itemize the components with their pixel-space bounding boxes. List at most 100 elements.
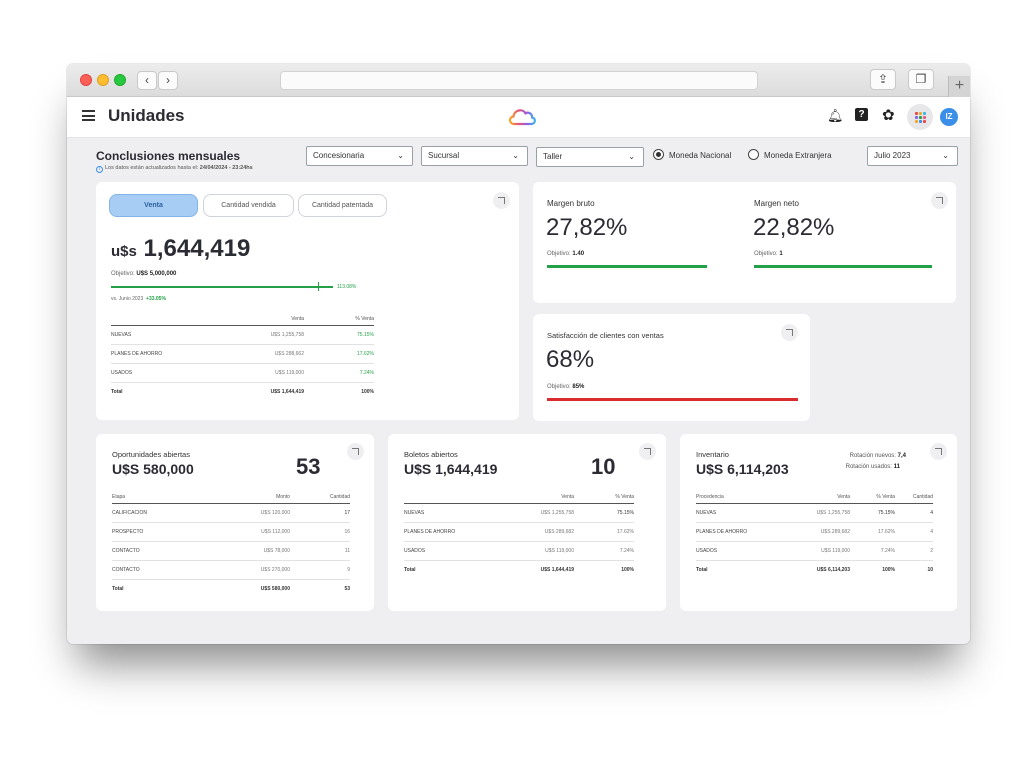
tab-venta[interactable]: Venta [109, 194, 198, 217]
table-total-row: Total U$S 1,644,419 100% [111, 383, 374, 402]
boletos-card: Boletos abiertos U$S 1,644,419 10 Venta … [388, 434, 666, 611]
oportunidades-amount: U$S 580,000 [112, 461, 194, 477]
table-row: CONTACTO U$S 78,000 11 [112, 541, 350, 561]
settings-gear-icon[interactable]: ✿ [882, 107, 895, 124]
rotacion-value: 11 [893, 464, 900, 470]
margen-card: Margen bruto 27,82% Objetivo: 1.40 Marge… [533, 182, 956, 303]
satisfaccion-title: Satisfacción de clientes con ventas [547, 331, 664, 340]
month-select[interactable]: Julio 2023 ⌄ [867, 146, 958, 166]
table-cell: U$S 78,000 [210, 541, 290, 561]
table-cell: U$S 288,662 [214, 344, 304, 364]
table-cell: U$S 6,114,203 [816, 567, 850, 574]
table-header: Etapa [112, 494, 210, 504]
satisfaccion-bar [547, 398, 798, 401]
objetivo-value: U$S 5,000,000 [136, 271, 177, 277]
table-cell: 4 [895, 522, 933, 542]
expand-icon[interactable] [930, 443, 947, 460]
margen-neto-value: 22,82% [753, 214, 835, 241]
ventas-progress-label: 113.08% [337, 284, 357, 290]
table-header: Venta [780, 494, 850, 504]
table-cell: PLANES DE AHORRO [404, 522, 494, 542]
table-cell: 17.62% [304, 344, 374, 364]
table-cell: USADOS [111, 363, 214, 383]
oportunidades-title: Oportunidades abiertas [112, 450, 190, 459]
margen-neto-objetivo: Objetivo: 1 [754, 251, 783, 257]
table-cell: Total [404, 567, 416, 574]
table-cell: U$S 112,000 [210, 522, 290, 542]
hamburger-menu-icon[interactable] [82, 110, 95, 121]
zoom-window-button[interactable] [114, 74, 126, 86]
tab-cantidad-vendida[interactable]: Cantidad vendida [203, 194, 294, 217]
table-total-row: Total U$S 580,000 53 [112, 580, 350, 599]
chevron-down-icon: ⌄ [512, 151, 519, 160]
expand-icon[interactable] [781, 324, 798, 341]
ventas-card: Venta Cantidad vendida Cantidad patentad… [96, 182, 519, 420]
oportunidades-table: Etapa Monto Cantidad CALIFICACION U$S 120… [112, 494, 350, 599]
close-window-button[interactable] [80, 74, 92, 86]
table-cell: 17 [290, 503, 350, 523]
margen-bruto-objetivo: Objetivo: 1.40 [547, 251, 584, 257]
browser-window: ‹ › ⇪ ❐ + Unidades 🔔︎ ? ✿ [67, 64, 970, 644]
rotacion-label: Rotación usados: [845, 464, 892, 470]
table-cell: U$S 289,682 [494, 522, 574, 542]
table-header: Cantidad [290, 494, 350, 504]
table-cell: 9 [290, 560, 350, 580]
table-header: Procedencia [696, 494, 780, 504]
app-header: Unidades 🔔︎ ? ✿ IZ [67, 97, 970, 138]
taller-select[interactable]: Taller ⌄ [536, 147, 644, 167]
moneda-extranjera-radio[interactable]: Moneda Extranjera [748, 149, 832, 160]
minimize-window-button[interactable] [97, 74, 109, 86]
table-cell: U$S 270,000 [210, 560, 290, 580]
concesionaria-value: Concesionaria [313, 151, 365, 160]
table-cell: USADOS [696, 541, 780, 561]
ventas-progress-bar [111, 286, 333, 288]
expand-icon[interactable] [493, 192, 510, 209]
table-header: Venta [214, 316, 304, 326]
margen-neto-bar [754, 265, 932, 268]
table-row: CALIFICACION U$S 120,000 17 [112, 503, 350, 523]
expand-icon[interactable] [931, 192, 948, 209]
sucursal-select[interactable]: Sucursal ⌄ [421, 146, 528, 166]
share-button[interactable]: ⇪ [870, 69, 896, 90]
table-cell: NUEVAS [696, 503, 780, 523]
table-row: PLANES DE AHORRO U$S 288,662 17.62% [111, 344, 374, 364]
forward-button[interactable]: › [158, 71, 178, 90]
table-cell: U$S 119,000 [214, 363, 304, 383]
concesionaria-select[interactable]: Concesionaria ⌄ [306, 146, 413, 166]
new-tab-button[interactable]: + [948, 76, 970, 97]
satisfaccion-value: 68% [546, 346, 595, 373]
table-cell: NUEVAS [111, 325, 214, 345]
table-cell: 100% [882, 567, 895, 574]
margen-bruto-value: 27,82% [546, 214, 628, 241]
expand-icon[interactable] [347, 443, 364, 460]
table-cell: U$S 119,000 [780, 541, 850, 561]
tabs-overview-button[interactable]: ❐ [908, 69, 934, 90]
table-total-row: Total U$S 6,114,203 100% 10 [696, 561, 933, 580]
address-bar[interactable] [280, 71, 758, 90]
table-cell: 53 [344, 586, 350, 593]
table-cell: 7.24% [574, 541, 634, 561]
moneda-nacional-label: Moneda Nacional [669, 151, 732, 160]
table-cell: 4 [895, 503, 933, 523]
table-row: PROSPECTO U$S 112,000 16 [112, 522, 350, 542]
rotacion-nuevos: Rotación nuevos: 7,4 [820, 453, 906, 459]
cloud-logo-icon [508, 109, 536, 126]
table-cell: PROSPECTO [112, 522, 210, 542]
moneda-nacional-radio[interactable]: Moneda Nacional [653, 149, 731, 160]
chevron-down-icon: ⌄ [628, 152, 635, 161]
apps-grid-button[interactable] [907, 104, 933, 130]
objetivo-label: Objetivo: [547, 384, 571, 390]
tab-cantidad-patentada[interactable]: Cantidad patentada [298, 194, 387, 217]
notifications-bell-icon[interactable]: 🔔︎ [827, 108, 844, 123]
table-row: NUEVAS U$S 1,255,758 75.15% [404, 503, 634, 523]
table-header: % Venta [304, 316, 374, 326]
table-row: USADOS U$S 119,000 7.24% [404, 541, 634, 561]
expand-icon[interactable] [639, 443, 656, 460]
back-button[interactable]: ‹ [137, 71, 157, 90]
table-cell: PLANES DE AHORRO [696, 522, 780, 542]
ventas-comparison: vs. Junio 2023 +33.05% [111, 296, 166, 302]
user-avatar[interactable]: IZ [940, 108, 958, 126]
objetivo-value: 1 [779, 251, 783, 257]
help-icon[interactable]: ? [855, 108, 868, 121]
table-cell: 100% [361, 389, 374, 396]
